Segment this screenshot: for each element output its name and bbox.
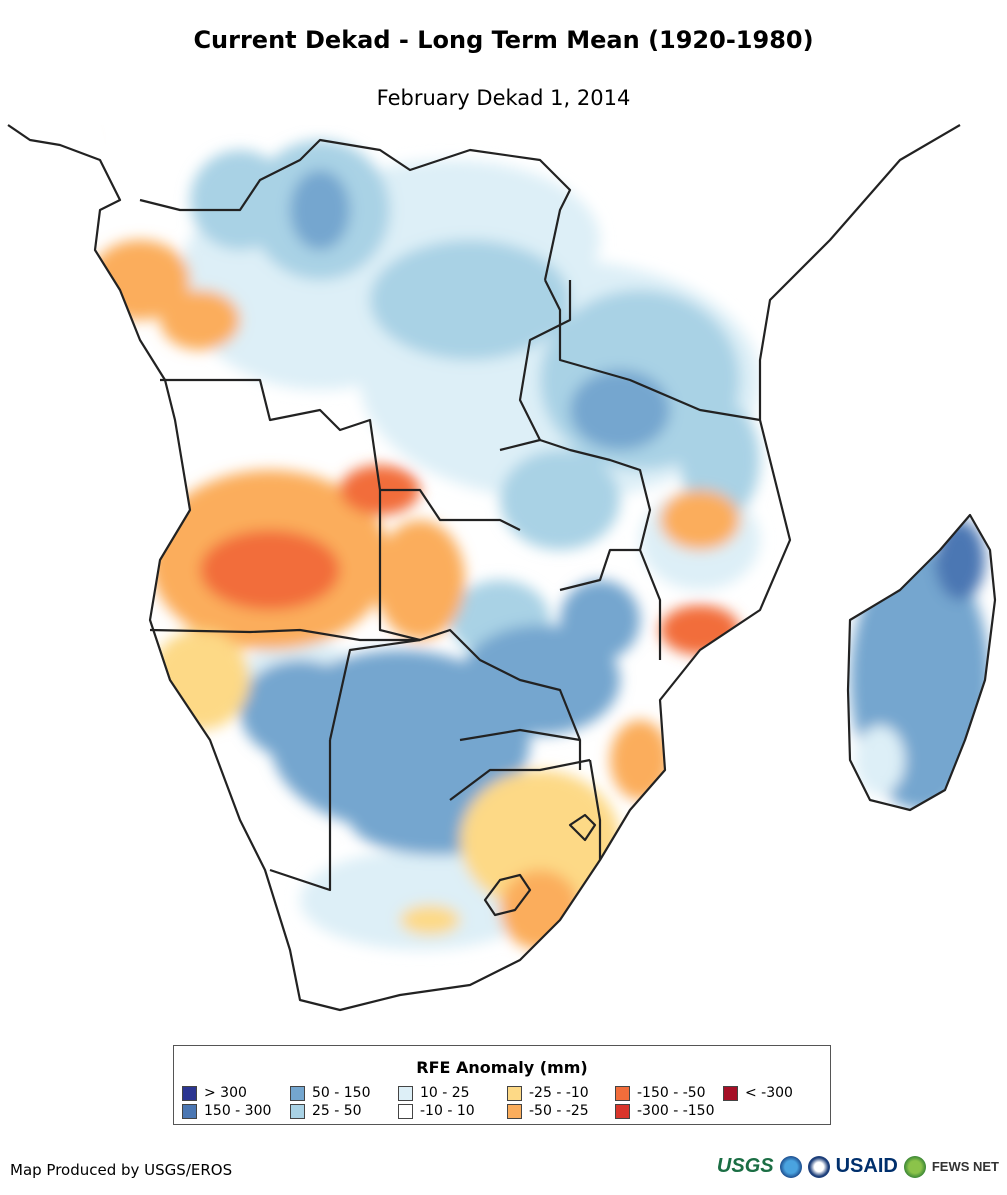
legend-label: -10 - 10: [420, 1103, 475, 1119]
usgs-logo: USGS: [716, 1155, 774, 1177]
rainfall-anomaly-map: [7, 124, 997, 1012]
legend-swatch: [290, 1103, 305, 1119]
border-1: [139, 138, 572, 281]
legend-title: RFE Anomaly (mm): [416, 1058, 588, 1077]
legend-item: -300 - -150: [615, 1103, 715, 1119]
border-2: [160, 378, 521, 531]
partner-logos: USGS USAID FEWS NET: [717, 1155, 999, 1178]
coastline-west: [7, 124, 961, 1012]
legend-label: > 300: [204, 1085, 247, 1101]
border-11: [459, 728, 581, 742]
fews-globe-icon: [903, 1155, 926, 1178]
legend-item: -25 - -10: [507, 1085, 589, 1101]
border-6: [499, 438, 662, 660]
legend-item: -10 - 10: [398, 1103, 475, 1119]
border-13: [588, 759, 602, 860]
country-borders: [7, 124, 997, 1012]
legend-swatch: [615, 1085, 630, 1101]
legend-item: 25 - 50: [290, 1103, 362, 1119]
border-5: [269, 740, 332, 892]
legend-label: 10 - 25: [420, 1085, 470, 1101]
legend-item: > 300: [182, 1085, 247, 1101]
map-title: Current Dekad - Long Term Mean (1920-198…: [193, 26, 814, 54]
legend-swatch: [290, 1085, 305, 1101]
eswatini: [568, 813, 597, 842]
legend-swatch: [723, 1085, 738, 1101]
border-7: [544, 279, 761, 422]
legend-item: 50 - 150: [290, 1085, 371, 1101]
border-12: [449, 758, 591, 801]
usaid-logo: USAID: [835, 1155, 898, 1177]
map-credit: Map Produced by USGS/EROS: [10, 1161, 233, 1179]
legend-swatch: [398, 1085, 413, 1101]
legend-item: < -300: [723, 1085, 793, 1101]
legend-item: 150 - 300: [182, 1103, 271, 1119]
legend-label: -50 - -25: [529, 1103, 589, 1119]
legend-swatch: [182, 1085, 197, 1101]
legend-swatch: [507, 1085, 522, 1101]
legend-label: -300 - -150: [637, 1103, 715, 1119]
border-9: [559, 548, 640, 592]
legend-item: -150 - -50: [615, 1085, 706, 1101]
legend-label: < -300: [745, 1085, 793, 1101]
border-3: [149, 628, 582, 770]
legend-label: 150 - 300: [204, 1103, 272, 1119]
border-10: [378, 490, 421, 642]
map-subtitle: February Dekad 1, 2014: [376, 86, 631, 110]
legend: RFE Anomaly (mm) > 300 150 - 300 50 - 15…: [173, 1045, 831, 1125]
lesotho: [483, 873, 532, 917]
legend-swatch: [615, 1103, 630, 1119]
border-8: [518, 280, 572, 441]
dos-seal-icon: [807, 1155, 830, 1178]
legend-item: 10 - 25: [398, 1085, 470, 1101]
fews-net-logo: FEWS NET: [931, 1159, 999, 1174]
legend-label: 25 - 50: [312, 1103, 362, 1119]
legend-swatch: [507, 1103, 522, 1119]
legend-item: -50 - -25: [507, 1103, 589, 1119]
anomaly-fill: [8, 125, 995, 1010]
legend-label: 50 - 150: [312, 1085, 371, 1101]
border-4: [328, 638, 421, 741]
legend-label: -150 - -50: [637, 1085, 706, 1101]
legend-swatch: [182, 1103, 197, 1119]
legend-label: -25 - -10: [529, 1085, 589, 1101]
madagascar-outline: [846, 513, 997, 812]
legend-swatch: [398, 1103, 413, 1119]
noaa-logo-icon: [779, 1155, 802, 1178]
